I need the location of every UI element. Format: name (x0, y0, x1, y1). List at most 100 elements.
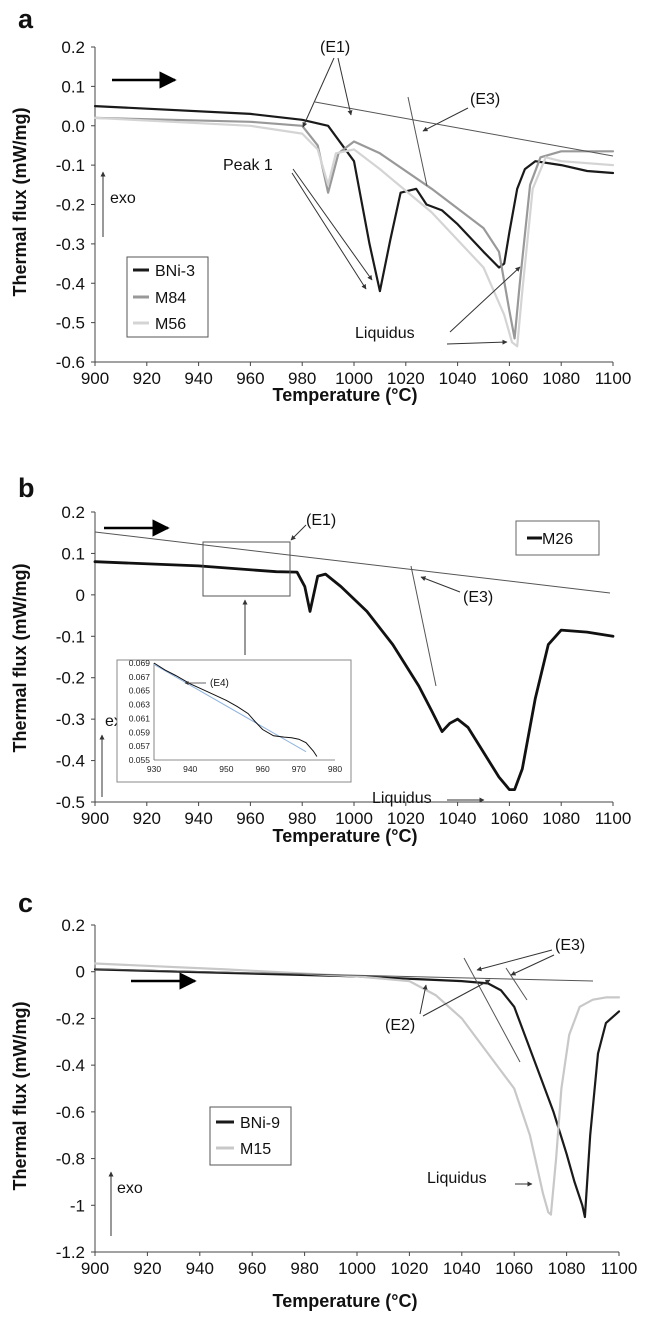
panel-c-baseline (94, 968, 594, 982)
panel-a-xtick-label: 1060 (490, 369, 528, 388)
panel-b-ytick-label: -0.5 (56, 793, 85, 812)
panel-a-liquidus-pointer-2 (446, 339, 508, 345)
panel-b-ytick-label: -0.4 (56, 752, 85, 771)
panel-c-xtick-label: 1020 (390, 1259, 428, 1278)
panel-b-xtick-label: 1000 (335, 809, 373, 828)
panel-a-legend: BNi-3 M84 M56 (126, 256, 209, 338)
panel-c-xtick-label: 940 (186, 1259, 214, 1278)
panel-c-ytick-label: 0.2 (61, 916, 85, 935)
panel-b-ytick-label: 0.1 (61, 544, 85, 563)
panel-a-xtick-label: 960 (236, 369, 264, 388)
panel-c-e3-pointer-2 (510, 954, 555, 976)
panel-a-ytick-label: -0.6 (56, 353, 85, 372)
panel-a-ytick-label: -0.5 (56, 314, 85, 333)
panel-a-e3-tangent (407, 96, 428, 187)
panel-b-baseline (94, 531, 611, 594)
panel-a-xtick-label: 1100 (595, 369, 632, 388)
panel-c-ytick-label: -1 (70, 1196, 85, 1215)
panel-c-ytick-label: -0.8 (56, 1150, 85, 1169)
inset-ytick-label: 0.065 (129, 686, 151, 696)
inset-annot-e4: (E4) (210, 678, 229, 689)
panel-c-e3-tangent-2 (505, 967, 528, 1001)
panel-c-e2-pointer-2 (422, 979, 491, 1017)
panel-a-xtick-label: 1040 (439, 369, 477, 388)
panel-a-xtick-label: 1000 (335, 369, 373, 388)
panel-a-ytick-label: 0.1 (61, 77, 85, 96)
panel-c-series (93, 962, 621, 1219)
panel-a-xtick-labels: 900 920 940 960 980 1000 1020 1040 1060 1080 1100 (81, 362, 631, 388)
panel-b-ytick-label: -0.1 (56, 627, 85, 646)
panel-a-series-m56 (93, 116, 615, 348)
panel-b-ytick-labels: 0.2 0.1 0 -0.1 -0.2 -0.3 -0.4 -0.5 (56, 503, 95, 812)
panel-c-legend-box (209, 1106, 292, 1166)
panel-b-ytick-label: 0 (76, 586, 85, 605)
panel-b-e3-pointer (420, 576, 461, 593)
panel-a-xtick-label: 1020 (387, 369, 425, 388)
panel-b-xtick-label: 1100 (595, 809, 632, 828)
panel-b-series-m26 (93, 560, 615, 791)
panel-a-annot-e3: (E3) (470, 91, 500, 108)
inset-ytick-label: 0.055 (129, 755, 151, 765)
panel-c-ylabel: Thermal flux (mW/mg) (10, 1001, 30, 1190)
panel-b-xlabel: Temperature (°C) (273, 826, 418, 846)
panel-b-xtick-label: 900 (81, 809, 109, 828)
panel-a-ytick-label: -0.3 (56, 235, 85, 254)
panel-b-xtick-label: 1020 (387, 809, 425, 828)
inset-xtick-label: 930 (147, 764, 161, 774)
panel-a-legend-bni3: BNi-3 (155, 263, 195, 280)
panel-b-inset: 0.069 0.067 0.065 0.063 0.061 0.059 0.057 0.055… (116, 658, 352, 783)
panel-a-xtick-label: 1080 (542, 369, 580, 388)
panel-b-letter: b (18, 473, 35, 503)
panel-b-ytick-label: -0.2 (56, 669, 85, 688)
panel-a-e1-pointer-1 (302, 57, 335, 128)
panel-b-ytick-label: -0.3 (56, 710, 85, 729)
panel-a-ytick-label: -0.4 (56, 274, 85, 293)
panel-b-xtick-label: 940 (184, 809, 212, 828)
panel-b-xtick-label: 1040 (439, 809, 477, 828)
panel-c-xtick-label: 1060 (495, 1259, 533, 1278)
inset-ytick-label: 0.061 (129, 713, 151, 723)
panel-c-e2-pointer-1 (419, 984, 428, 1015)
panel-a-letter: a (18, 4, 34, 34)
panel-a-peak1-pointer-1 (292, 168, 373, 281)
panel-b: b Thermal flux (mW/mg) Temperature (°C) … (10, 473, 631, 846)
panel-b-xtick-label: 980 (288, 809, 316, 828)
panel-a-ytick-label: 0.0 (61, 117, 85, 136)
panel-c-ytick-label: -0.6 (56, 1103, 85, 1122)
inset-ytick-labels: 0.069 0.067 0.065 0.063 0.061 0.059 0.057 0.055 (129, 658, 151, 765)
panel-a-exo-label: exo (110, 190, 136, 207)
panel-a-e1-pointer-2 (337, 57, 353, 116)
panel-c-xtick-label: 1080 (548, 1259, 586, 1278)
panel-b-e3-tangent (410, 565, 437, 687)
panel-b-series (93, 560, 615, 791)
inset-xtick-label: 950 (219, 764, 233, 774)
panel-c-ytick-label: 0 (76, 963, 85, 982)
panel-a-ytick-label: 0.2 (61, 38, 85, 57)
panel-c-legend-m15: M15 (240, 1141, 271, 1158)
panel-c-legend: BNi-9 M15 (209, 1106, 292, 1166)
panel-c-xtick-label: 960 (238, 1259, 266, 1278)
panel-c-letter: c (18, 888, 33, 918)
panel-a-annot-e1: (E1) (320, 39, 350, 56)
panel-c-ytick-labels: 0.2 0 -0.2 -0.4 -0.6 -0.8 -1 -1.2 (56, 916, 95, 1262)
inset-xtick-label: 940 (183, 764, 197, 774)
panel-c-annot-liquidus: Liquidus (427, 1170, 487, 1187)
panel-c-legend-bni9: BNi-9 (240, 1115, 280, 1132)
panel-a-ytick-label: -0.2 (56, 196, 85, 215)
panel-b-e1-pointer (290, 524, 307, 541)
panel-a-legend-m56: M56 (155, 316, 186, 333)
panel-a-series (93, 104, 615, 348)
panel-c-xlabel: Temperature (°C) (273, 1291, 418, 1311)
panel-a-series-m84 (93, 116, 615, 340)
panel-c-xtick-label: 900 (81, 1259, 109, 1278)
panel-a-xtick-label: 940 (184, 369, 212, 388)
inset-ytick-label: 0.069 (129, 658, 151, 668)
panel-a-liquidus-pointer-1 (449, 266, 521, 333)
panel-c-e3-tangent-1 (463, 957, 521, 1063)
panel-c-e3-pointer-1 (476, 949, 553, 972)
panel-c-xtick-label: 920 (133, 1259, 161, 1278)
panel-c-xtick-label: 1100 (601, 1259, 638, 1278)
panel-b-ytick-label: 0.2 (61, 503, 85, 522)
panel-c-xtick-label: 1040 (443, 1259, 481, 1278)
